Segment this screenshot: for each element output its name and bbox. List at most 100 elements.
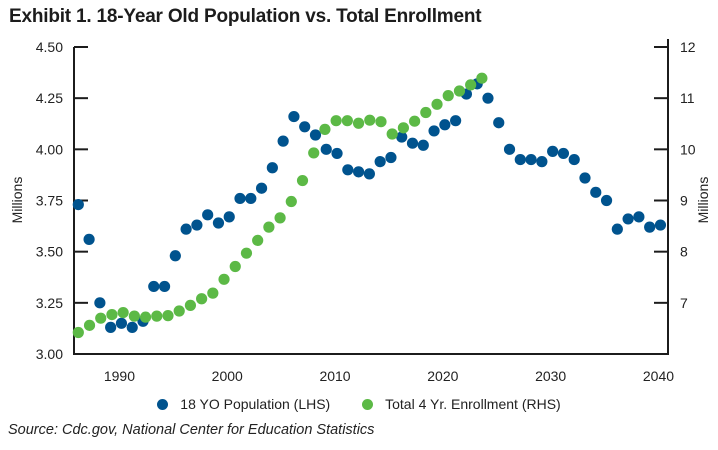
population-point — [363, 168, 375, 180]
enrollment-point — [352, 117, 365, 129]
population-point — [439, 119, 451, 131]
x-tick-label: 2020 — [427, 368, 458, 384]
legend-label-population: 18 YO Population (LHS) — [180, 396, 331, 412]
chart-title: Exhibit 1. 18-Year Old Population vs. To… — [9, 6, 482, 27]
legend-item-population: 18 YO Population (LHS) — [157, 396, 330, 412]
population-point — [417, 139, 429, 151]
population-point — [277, 135, 289, 147]
legend-marker-enrollment — [362, 398, 374, 410]
population-point — [622, 213, 634, 225]
y-left-tick-label: 3.75 — [36, 193, 63, 209]
population-point — [482, 92, 494, 104]
enrollment-point — [184, 299, 197, 311]
population-point — [266, 162, 278, 174]
population-point — [644, 221, 656, 233]
enrollment-point — [409, 115, 421, 127]
population-point — [309, 129, 322, 141]
enrollment-point — [465, 79, 477, 91]
y-right-tick-label: 10 — [680, 141, 696, 157]
x-tick-label: 2010 — [319, 368, 350, 384]
population-point — [590, 186, 602, 198]
population-point — [299, 121, 311, 133]
population-point — [406, 137, 419, 149]
population-point — [72, 198, 84, 211]
population-point — [115, 317, 128, 329]
enrollment-point — [431, 98, 443, 110]
population-point — [83, 233, 95, 245]
population-point — [191, 219, 203, 231]
enrollment-point — [453, 85, 466, 97]
y-right-tick-label: 12 — [680, 39, 696, 55]
population-point — [557, 147, 570, 160]
population-point — [611, 223, 623, 235]
population-point — [288, 110, 300, 123]
legend-label-enrollment: Total 4 Yr. Enrollment (RHS) — [385, 396, 561, 412]
x-tick-label: 2030 — [535, 368, 566, 384]
enrollment-point — [218, 273, 230, 285]
enrollment-point — [83, 319, 96, 331]
source-note: Source: Cdc.gov, National Center for Edu… — [8, 422, 375, 438]
enrollment-point — [330, 115, 342, 127]
population-point — [503, 143, 516, 155]
enrollment-point — [364, 114, 376, 126]
population-point — [158, 280, 171, 293]
x-tick-label: 2000 — [212, 368, 243, 384]
enrollment-point — [386, 128, 398, 140]
population-point — [202, 209, 214, 221]
y-left-tick-label: 4.00 — [36, 141, 63, 157]
enrollment-point — [128, 310, 140, 322]
enrollment-point — [207, 287, 219, 299]
enrollment-point — [162, 310, 174, 322]
population-point — [536, 156, 548, 168]
population-point — [255, 182, 268, 194]
enrollment-point — [95, 312, 107, 324]
population-point — [633, 211, 645, 223]
enrollment-point — [476, 72, 488, 84]
enrollment-point — [308, 147, 320, 159]
enrollment-point — [274, 212, 286, 224]
y-left-axis-title: Millions — [9, 177, 25, 224]
population-point — [234, 192, 246, 205]
population-point — [331, 147, 343, 160]
y-right-tick-label: 7 — [680, 295, 688, 311]
population-point — [600, 194, 613, 207]
population-point — [342, 164, 354, 176]
enrollment-point — [375, 116, 387, 128]
y-left-tick-label: 4.25 — [36, 90, 63, 106]
enrollment-point — [397, 122, 410, 134]
population-point — [180, 223, 192, 235]
enrollment-point — [173, 305, 185, 317]
population-point — [450, 115, 462, 127]
population-point — [568, 153, 580, 166]
y-right-tick-label: 11 — [680, 90, 695, 106]
y-right-tick-label: 8 — [680, 244, 688, 260]
y-right-axis-title: Millions — [695, 177, 711, 224]
legend-item-enrollment: Total 4 Yr. Enrollment (RHS) — [362, 396, 561, 412]
population-point — [385, 151, 397, 164]
enrollment-point — [319, 123, 331, 135]
enrollment-point — [196, 293, 208, 305]
population-point — [654, 219, 667, 231]
enrollment-point — [240, 247, 253, 259]
population-point — [169, 250, 181, 262]
population-point — [245, 192, 257, 205]
enrollment-point — [139, 311, 152, 323]
enrollment-point — [296, 174, 309, 187]
legend: 18 YO Population (LHS) Total 4 Yr. Enrol… — [0, 396, 718, 413]
population-point — [148, 280, 160, 293]
enrollment-point — [341, 115, 353, 127]
y-left-tick-label: 3.50 — [36, 244, 63, 260]
enrollment-point — [151, 310, 163, 322]
population-point — [396, 131, 408, 143]
population-point — [223, 211, 235, 223]
population-point — [105, 321, 117, 333]
enrollment-point — [285, 195, 297, 208]
enrollment-point — [263, 221, 275, 233]
population-point — [353, 166, 365, 178]
population-point — [547, 145, 559, 157]
y-left-tick-label: 3.00 — [36, 346, 63, 362]
enrollment-point — [117, 306, 129, 319]
population-point — [493, 117, 505, 129]
population-point — [212, 217, 225, 229]
enrollment-point — [229, 260, 241, 273]
